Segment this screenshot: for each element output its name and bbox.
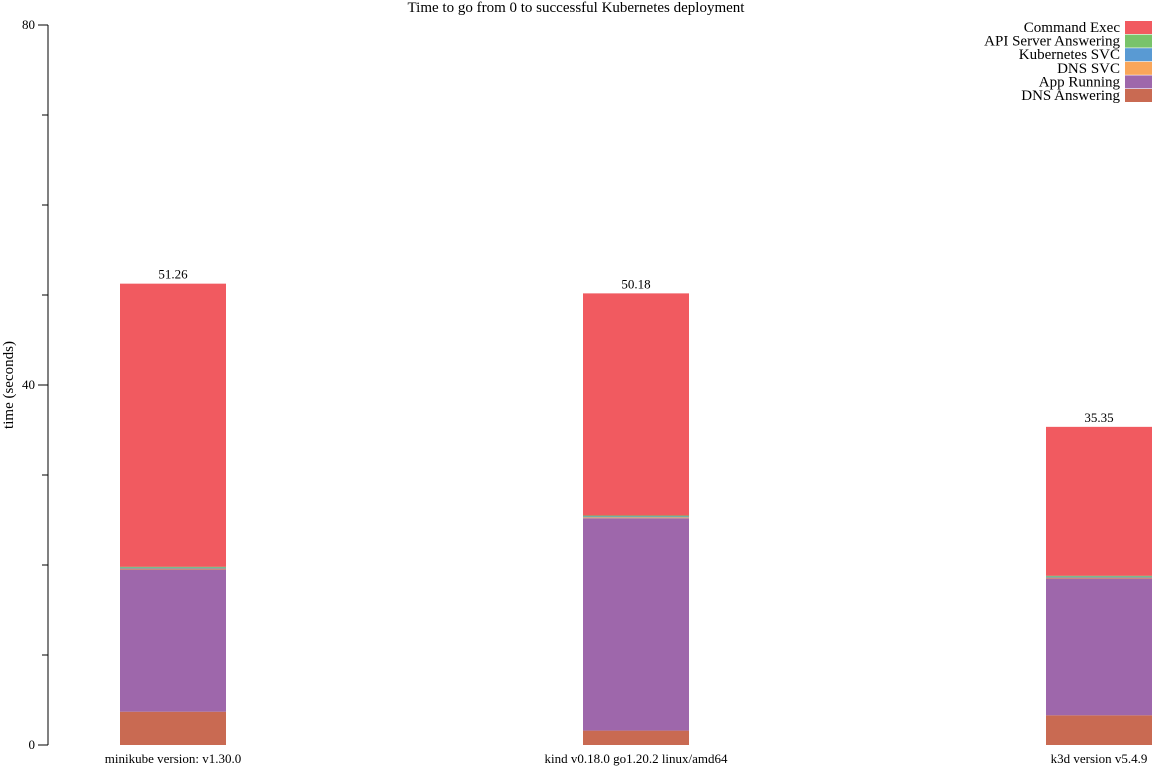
bar-segment [583, 517, 689, 519]
bar-total-label: 51.26 [158, 267, 188, 282]
bar-segment [1046, 578, 1152, 716]
x-axis-labels: minikube version: v1.30.0 kind v0.18.0 go… [105, 751, 1148, 766]
legend-label: App Running [1039, 74, 1121, 90]
bar-segment [583, 730, 689, 745]
bar-segment [120, 569, 226, 712]
y-axis: 0 40 80 [22, 17, 49, 752]
legend-label: Kubernetes SVC [1019, 47, 1120, 63]
bar-segment [120, 567, 226, 569]
y-tick-label: 80 [22, 17, 35, 32]
bar-segment [583, 515, 689, 517]
bar-segment [120, 283, 226, 567]
y-tick-label: 0 [29, 737, 36, 752]
legend-swatch [1125, 21, 1152, 34]
legend-label: DNS SVC [1057, 61, 1120, 77]
bar-total-label: 35.35 [1084, 410, 1113, 425]
bar-segment [120, 711, 226, 745]
legend-label: Command Exec [1024, 20, 1121, 36]
bar-segment [1046, 577, 1152, 579]
bar-segment [1046, 426, 1152, 576]
bar-segment [1046, 575, 1152, 577]
y-axis-label: time (seconds) [1, 341, 17, 429]
bar-total-label: 50.18 [621, 276, 650, 291]
chart-title: Time to go from 0 to successful Kubernet… [408, 0, 746, 16]
bar-segment [1046, 576, 1152, 578]
bar-segment [583, 518, 689, 731]
legend-swatch [1125, 34, 1152, 48]
bar-segment [583, 516, 689, 518]
bar-segment [583, 293, 689, 516]
bar-segment [1046, 715, 1152, 745]
legend-swatch [1125, 48, 1152, 62]
legend-swatch [1125, 89, 1152, 102]
bars-group: 51.26 50.18 35.35 [120, 267, 1152, 745]
x-tick-label: k3d version v5.4.9 [1051, 751, 1148, 766]
y-tick-label: 40 [22, 377, 35, 392]
x-tick-label: kind v0.18.0 go1.20.2 linux/amd64 [544, 751, 728, 766]
bar-segment [120, 568, 226, 570]
x-tick-label: minikube version: v1.30.0 [105, 751, 242, 766]
legend-label: API Server Answering [984, 34, 1120, 50]
legend-swatch [1125, 75, 1152, 89]
legend-label: DNS Answering [1021, 88, 1120, 104]
legend-swatch [1125, 61, 1152, 75]
bar-segment [120, 566, 226, 568]
